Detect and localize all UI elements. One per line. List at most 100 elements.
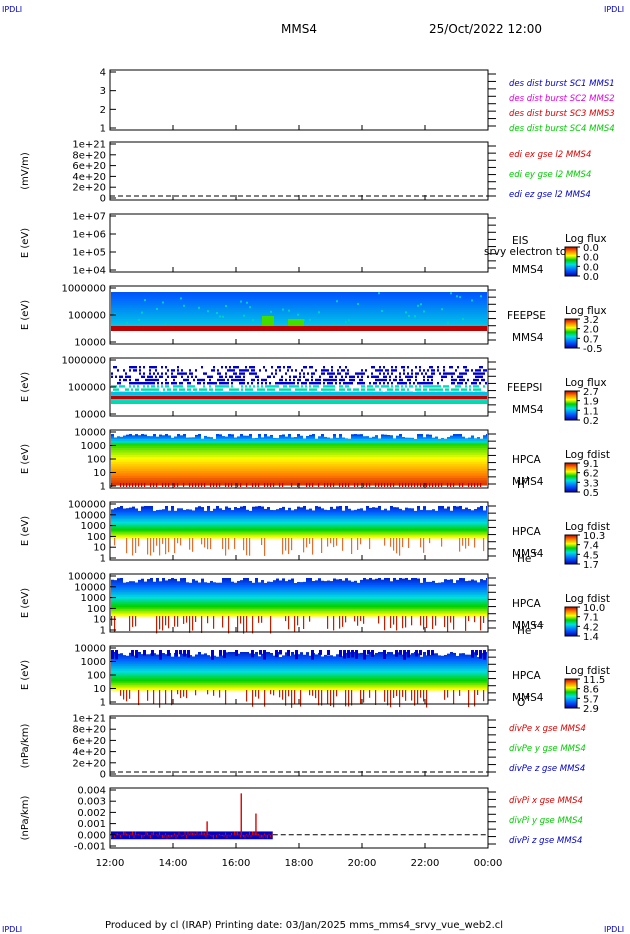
spectrogram-cell bbox=[479, 366, 481, 369]
spectrogram-gap bbox=[114, 577, 117, 581]
spectrogram-tail bbox=[477, 483, 479, 487]
spectrogram-cell bbox=[289, 375, 291, 378]
spectrogram-cell bbox=[167, 388, 169, 391]
spectrogram-cell bbox=[187, 385, 189, 388]
spectrogram-cell bbox=[191, 372, 193, 375]
spectrogram-cell bbox=[461, 382, 463, 385]
spectrogram-cell bbox=[217, 378, 219, 382]
spectrogram-cell bbox=[277, 366, 279, 369]
y-tick-label: 10000 bbox=[74, 644, 106, 655]
spectrogram-cell bbox=[257, 388, 259, 391]
spectrogram-cell bbox=[391, 382, 393, 385]
spectrogram-cell bbox=[265, 382, 267, 385]
spectrogram-cell bbox=[143, 366, 145, 369]
spectrogram-gap bbox=[291, 433, 294, 438]
spectrogram-cell bbox=[485, 369, 487, 372]
spectrogram-cell bbox=[329, 378, 331, 382]
divpi-x-sample bbox=[111, 834, 112, 838]
spectrogram-cell bbox=[415, 385, 417, 388]
spectrogram-gap bbox=[138, 577, 141, 580]
spectrogram-band bbox=[111, 607, 487, 610]
divpi-x-sample bbox=[271, 833, 273, 836]
spectrogram-cell bbox=[333, 385, 335, 388]
spectrogram-band bbox=[111, 676, 487, 679]
spectrogram-cell bbox=[275, 650, 278, 658]
spectrogram-cell bbox=[345, 321, 347, 324]
spectrogram-tail bbox=[411, 616, 413, 626]
spectrogram-cell bbox=[313, 388, 315, 391]
spectrogram-tail bbox=[150, 483, 152, 487]
spectrogram-tail bbox=[249, 538, 251, 556]
spectrogram-cell bbox=[175, 382, 177, 385]
spectrogram-cell bbox=[329, 372, 331, 375]
spectrogram-band bbox=[111, 457, 487, 461]
y-axis-label: E (eV) bbox=[20, 588, 31, 618]
spectrogram-tail bbox=[336, 538, 338, 546]
spectrogram-gap bbox=[273, 577, 276, 581]
spectrogram-cell bbox=[265, 385, 267, 388]
spectrogram-gap bbox=[132, 433, 135, 436]
spectrogram-band bbox=[111, 667, 487, 670]
spectrogram-cell bbox=[417, 304, 419, 307]
spectrogram-cell bbox=[127, 388, 129, 391]
spectrogram-cell bbox=[193, 388, 195, 391]
spectrogram-cell bbox=[347, 385, 349, 388]
spectrogram-tail bbox=[270, 690, 272, 695]
spectrogram-cell bbox=[383, 382, 385, 385]
spectrogram-cell bbox=[463, 366, 465, 369]
spectrogram-cell bbox=[295, 650, 298, 660]
spectrogram-cell bbox=[323, 378, 325, 382]
spectrogram-gap bbox=[354, 505, 357, 510]
spectrogram-cell bbox=[427, 369, 429, 372]
spectrogram-tail bbox=[255, 690, 257, 697]
spectrogram-tail bbox=[264, 690, 266, 707]
spectrogram-gap bbox=[177, 651, 180, 657]
spectrogram-tail bbox=[309, 616, 311, 622]
spectrogram-gap bbox=[330, 433, 333, 439]
spectrogram-tail bbox=[390, 483, 392, 487]
spectrogram-gap bbox=[156, 433, 159, 437]
spectrogram-tail bbox=[333, 538, 335, 548]
spectrogram-cell bbox=[165, 323, 167, 326]
spectrogram-gap bbox=[318, 433, 321, 437]
spectrogram-tail bbox=[393, 690, 395, 698]
spectrogram-cell bbox=[363, 372, 365, 375]
spectrogram-cell bbox=[229, 366, 231, 369]
colorbar-tick-label: 0.0 bbox=[583, 272, 599, 283]
spectrogram-gap bbox=[429, 505, 432, 511]
spectrogram-band bbox=[111, 683, 487, 686]
spectrogram-cell bbox=[259, 369, 261, 372]
spectrogram-tail bbox=[396, 616, 398, 631]
spectrogram-cell bbox=[325, 378, 327, 382]
spectrogram-tail bbox=[288, 538, 290, 555]
spectrogram-cell bbox=[329, 385, 331, 388]
spectrogram-cell bbox=[251, 650, 254, 658]
spectrogram-cell bbox=[173, 369, 175, 372]
spectrogram-cell bbox=[221, 378, 223, 382]
colorbar-tick-label: 2.0 bbox=[583, 325, 599, 336]
spectrogram-band bbox=[111, 438, 487, 442]
spectrogram-cell bbox=[167, 382, 169, 385]
footer-text: Produced by cl (IRAP) Printing date: 03/… bbox=[105, 920, 504, 931]
spectrogram-tail bbox=[132, 538, 134, 556]
spectrogram-gap bbox=[456, 505, 459, 507]
spectrogram-cell bbox=[137, 378, 139, 382]
spectrogram-gap bbox=[387, 433, 390, 436]
x-tick-label: 18:00 bbox=[285, 858, 314, 869]
spectrogram-cell bbox=[473, 378, 475, 382]
spectrogram-gap bbox=[360, 577, 363, 580]
spectrogram-cell bbox=[285, 372, 287, 375]
spectrogram-band bbox=[111, 529, 487, 532]
spectrogram-tail bbox=[222, 616, 224, 628]
spectrogram-cell bbox=[469, 388, 471, 391]
spectrogram-cell bbox=[341, 369, 343, 372]
spectrogram-cell bbox=[195, 388, 197, 391]
spectrogram-gap bbox=[120, 433, 123, 437]
spectrogram-tail bbox=[447, 616, 449, 632]
spectrogram-tail bbox=[261, 538, 263, 546]
spectrogram-gap bbox=[375, 505, 378, 508]
divpi-x-sample bbox=[142, 834, 144, 838]
spectrogram-cell bbox=[270, 310, 272, 313]
divpi-x-sample bbox=[262, 834, 264, 839]
spectrogram-gap bbox=[270, 577, 273, 582]
